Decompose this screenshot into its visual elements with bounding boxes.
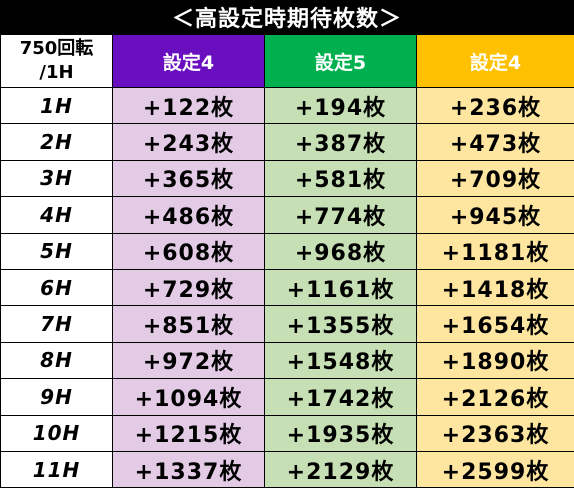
- hour-cell: 6H: [1, 269, 113, 305]
- value-cell-setting-3: +2126枚: [417, 379, 574, 415]
- table-row: 11H +1337枚 +2129枚 +2599枚: [1, 451, 574, 487]
- hour-cell: 9H: [1, 379, 113, 415]
- value-cell-setting-3: +1418枚: [417, 269, 574, 305]
- value-cell-setting-2: +774枚: [265, 197, 417, 233]
- value-cell-setting-1: +365枚: [113, 160, 265, 196]
- table-row: 2H +243枚 +387枚 +473枚: [1, 124, 574, 160]
- corner-header-line2: /1H: [1, 61, 112, 85]
- hour-cell: 11H: [1, 451, 113, 487]
- table-row: 10H +1215枚 +1935枚 +2363枚: [1, 415, 574, 451]
- value-cell-setting-1: +243枚: [113, 124, 265, 160]
- value-cell-setting-1: +1215枚: [113, 415, 265, 451]
- hour-cell: 10H: [1, 415, 113, 451]
- expected-coins-table-panel: ＜高設定時期待枚数＞ 750回転 /1H 設定4 設定5 設定4 1H +122…: [0, 0, 574, 467]
- value-cell-setting-1: +122枚: [113, 88, 265, 124]
- value-cell-setting-3: +1181枚: [417, 233, 574, 269]
- value-cell-setting-2: +1935枚: [265, 415, 417, 451]
- value-cell-setting-1: +486枚: [113, 197, 265, 233]
- value-cell-setting-2: +194枚: [265, 88, 417, 124]
- hour-cell: 7H: [1, 306, 113, 342]
- hour-cell: 2H: [1, 124, 113, 160]
- value-cell-setting-2: +968枚: [265, 233, 417, 269]
- value-cell-setting-2: +1742枚: [265, 379, 417, 415]
- table-row: 8H +972枚 +1548枚 +1890枚: [1, 342, 574, 378]
- value-cell-setting-1: +608枚: [113, 233, 265, 269]
- value-cell-setting-1: +1337枚: [113, 451, 265, 487]
- value-cell-setting-2: +1548枚: [265, 342, 417, 378]
- table-row: 6H +729枚 +1161枚 +1418枚: [1, 269, 574, 305]
- column-header-setting-1: 設定4: [113, 35, 265, 88]
- value-cell-setting-3: +945枚: [417, 197, 574, 233]
- value-cell-setting-3: +1890枚: [417, 342, 574, 378]
- hour-cell: 3H: [1, 160, 113, 196]
- value-cell-setting-3: +2599枚: [417, 451, 574, 487]
- value-cell-setting-1: +729枚: [113, 269, 265, 305]
- value-cell-setting-3: +709枚: [417, 160, 574, 196]
- hour-cell: 4H: [1, 197, 113, 233]
- value-cell-setting-3: +1654枚: [417, 306, 574, 342]
- value-cell-setting-3: +473枚: [417, 124, 574, 160]
- value-cell-setting-2: +581枚: [265, 160, 417, 196]
- value-cell-setting-1: +851枚: [113, 306, 265, 342]
- hour-cell: 5H: [1, 233, 113, 269]
- expected-coins-table: 750回転 /1H 設定4 設定5 設定4 1H +122枚 +194枚 +23…: [0, 34, 574, 488]
- value-cell-setting-2: +2129枚: [265, 451, 417, 487]
- table-row: 1H +122枚 +194枚 +236枚: [1, 88, 574, 124]
- table-row: 7H +851枚 +1355枚 +1654枚: [1, 306, 574, 342]
- value-cell-setting-3: +2363枚: [417, 415, 574, 451]
- value-cell-setting-1: +1094枚: [113, 379, 265, 415]
- table-row: 3H +365枚 +581枚 +709枚: [1, 160, 574, 196]
- table-title: ＜高設定時期待枚数＞: [0, 0, 574, 34]
- table-row: 9H +1094枚 +1742枚 +2126枚: [1, 379, 574, 415]
- value-cell-setting-1: +972枚: [113, 342, 265, 378]
- value-cell-setting-3: +236枚: [417, 88, 574, 124]
- hour-cell: 1H: [1, 88, 113, 124]
- column-header-setting-3: 設定4: [417, 35, 574, 88]
- table-row: 5H +608枚 +968枚 +1181枚: [1, 233, 574, 269]
- corner-header-cell: 750回転 /1H: [1, 35, 113, 88]
- column-header-setting-2: 設定5: [265, 35, 417, 88]
- table-row: 4H +486枚 +774枚 +945枚: [1, 197, 574, 233]
- hour-cell: 8H: [1, 342, 113, 378]
- value-cell-setting-2: +1161枚: [265, 269, 417, 305]
- value-cell-setting-2: +387枚: [265, 124, 417, 160]
- corner-header-line1: 750回転: [1, 37, 112, 61]
- value-cell-setting-2: +1355枚: [265, 306, 417, 342]
- header-row: 750回転 /1H 設定4 設定5 設定4: [1, 35, 574, 88]
